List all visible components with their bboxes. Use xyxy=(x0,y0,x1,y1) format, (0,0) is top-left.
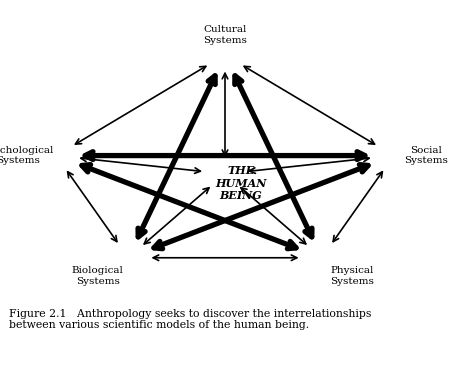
Text: THE
HUMAN
BEING: THE HUMAN BEING xyxy=(215,165,266,201)
Text: Physical
Systems: Physical Systems xyxy=(330,266,374,286)
Text: Social
Systems: Social Systems xyxy=(404,146,448,165)
Text: Cultural
Systems: Cultural Systems xyxy=(203,25,247,45)
Text: Psychological
Systems: Psychological Systems xyxy=(0,146,54,165)
Text: Figure 2.1   Anthropology seeks to discover the interrelationships
between vario: Figure 2.1 Anthropology seeks to discove… xyxy=(9,309,371,330)
Text: Biological
Systems: Biological Systems xyxy=(72,266,124,286)
